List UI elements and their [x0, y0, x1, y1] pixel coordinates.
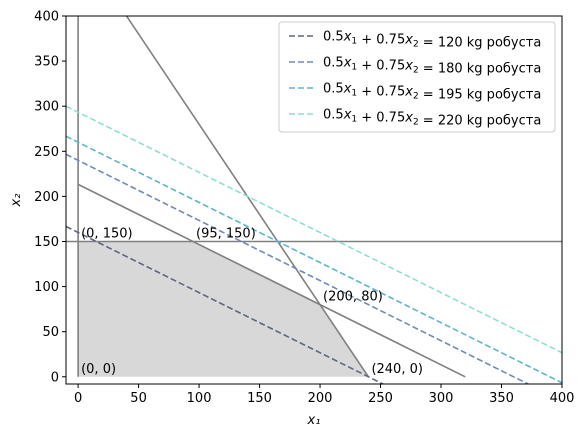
x-axis-label: x₁	[307, 413, 321, 428]
y-axis-label: x₂	[9, 194, 24, 208]
vertex-label: (240, 0)	[371, 362, 423, 377]
objective-line-120	[66, 225, 385, 384]
y-tick-label: 200	[34, 190, 59, 205]
legend-label: 0.5x1 + 0.75x2 = 195 kg робуста	[323, 82, 541, 103]
x-tick-label: 350	[489, 391, 514, 406]
vertex-label: (0, 0)	[81, 362, 116, 377]
legend: 0.5x1 + 0.75x2 = 120 kg робуста 0.5x1 + 0…	[278, 21, 556, 133]
objective-line-195	[66, 135, 562, 384]
y-tick-label: 400	[34, 10, 59, 25]
feasible-region	[78, 241, 369, 377]
x-tick-label: 300	[429, 391, 454, 406]
x-tick-label: 100	[187, 391, 212, 406]
plot-frame	[65, 15, 563, 385]
x-tick-label: 150	[247, 391, 272, 406]
y-tick-label: 150	[34, 235, 59, 250]
y-tick-label: 250	[34, 145, 59, 160]
legend-label: 0.5x1 + 0.75x2 = 220 kg робуста	[323, 108, 541, 129]
objective-line-220	[66, 105, 562, 354]
y-tick-label: 100	[34, 280, 59, 295]
vertex-label: (95, 150)	[196, 226, 256, 241]
x-tick-label: 200	[308, 391, 333, 406]
y-tick-label: 300	[34, 100, 59, 115]
y-tick-label: 350	[34, 55, 59, 70]
x-tick-label: 0	[74, 391, 82, 406]
vertex-label: (0, 150)	[81, 226, 133, 241]
legend-label: 0.5x1 + 0.75x2 = 120 kg робуста	[323, 30, 541, 51]
constraint-line-3	[77, 183, 466, 378]
legend-box	[278, 21, 556, 133]
vertex-label: (200, 80)	[323, 290, 383, 305]
x-tick-label: 50	[130, 391, 147, 406]
y-tick-label: 50	[42, 325, 59, 340]
objective-line-180	[66, 153, 530, 384]
legend-label: 0.5x1 + 0.75x2 = 180 kg робуста	[323, 56, 541, 77]
y-tick-label: 0	[51, 370, 59, 385]
x-tick-label: 250	[368, 391, 393, 406]
x-tick-label: 400	[550, 391, 575, 406]
